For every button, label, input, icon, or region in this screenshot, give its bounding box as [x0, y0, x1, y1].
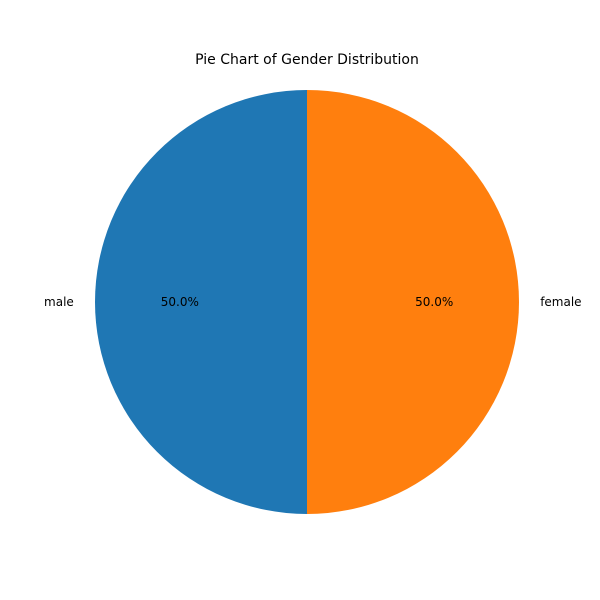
pie-slice-male: [95, 90, 307, 514]
slice-label-male: male: [44, 295, 74, 309]
slice-percent-female: 50.0%: [415, 295, 453, 309]
pie-slice-female: [307, 90, 519, 514]
pie-labels: male 50.0% female 50.0%: [44, 295, 582, 309]
pie-slices: [95, 90, 519, 514]
slice-percent-male: 50.0%: [161, 295, 199, 309]
chart-title: Pie Chart of Gender Distribution: [195, 52, 419, 68]
slice-label-female: female: [540, 295, 581, 309]
